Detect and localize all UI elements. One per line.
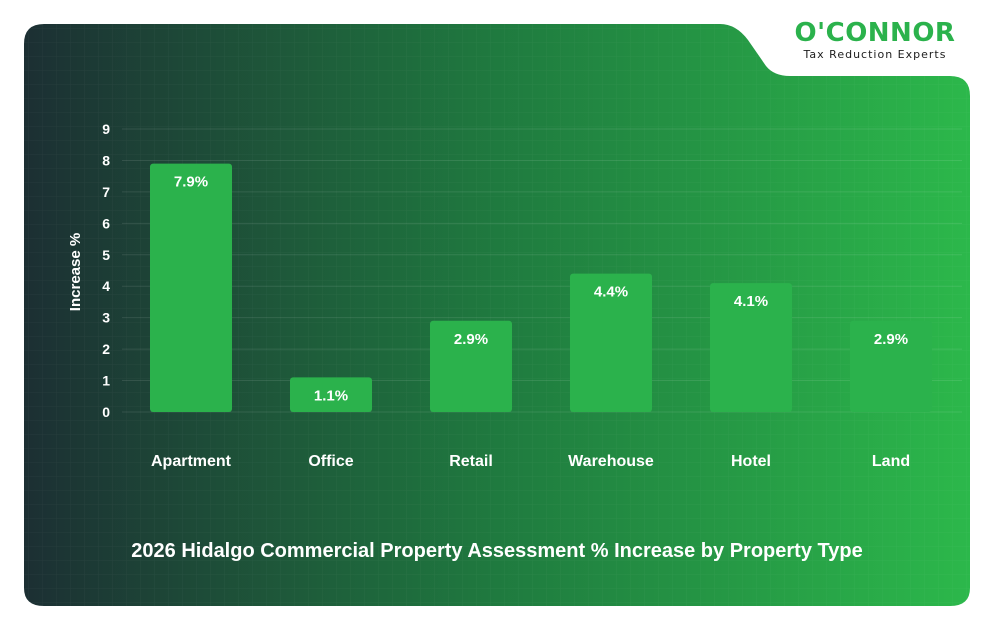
y-tick-label: 8 (102, 152, 110, 168)
panel-texture (24, 24, 970, 606)
y-tick-label: 6 (102, 215, 110, 231)
brand-name: O'CONNOR (794, 18, 956, 48)
y-axis-ticks: 0 1 2 3 4 5 6 7 8 9 (102, 121, 110, 420)
x-tick-label: Retail (449, 453, 493, 470)
y-tick-label: 5 (102, 247, 110, 263)
bar-value-labels: 7.9% 1.1% 2.9% 4.4% 4.1% 2.9% (174, 174, 908, 405)
y-tick-label: 0 (102, 404, 110, 420)
x-tick-label: Land (872, 453, 910, 470)
bar-value-label: 2.9% (874, 331, 908, 348)
brand-tagline: Tax Reduction Experts (803, 48, 947, 61)
x-axis-ticks: Apartment Office Retail Warehouse Hotel Land (151, 453, 910, 470)
bar (430, 320, 512, 412)
bar-value-label: 2.9% (454, 331, 488, 348)
bar-value-label: 1.1% (314, 387, 348, 404)
bar (850, 320, 932, 412)
bar (570, 273, 652, 412)
y-tick-label: 3 (102, 310, 110, 326)
brand-logo: O'CONNOR Tax Reduction Experts (772, 18, 978, 62)
y-tick-label: 2 (102, 341, 110, 357)
y-tick-label: 1 (102, 373, 110, 389)
x-tick-label: Apartment (151, 453, 232, 470)
x-tick-label: Warehouse (568, 453, 654, 470)
bar (710, 283, 792, 412)
y-axis-label: Increase % (67, 233, 84, 311)
y-tick-label: 7 (102, 184, 110, 200)
y-tick-label: 9 (102, 121, 110, 137)
bar-value-label: 4.4% (594, 284, 628, 301)
x-tick-label: Office (308, 453, 353, 470)
bar-value-label: 4.1% (734, 293, 768, 310)
bars (150, 163, 932, 412)
bar-value-label: 7.9% (174, 174, 208, 191)
bar (150, 163, 232, 412)
bar (290, 377, 372, 412)
y-tick-label: 4 (102, 278, 110, 294)
x-tick-label: Hotel (731, 453, 771, 470)
chart-title: 2026 Hidalgo Commercial Property Assessm… (131, 540, 863, 562)
gridlines (122, 128, 962, 413)
